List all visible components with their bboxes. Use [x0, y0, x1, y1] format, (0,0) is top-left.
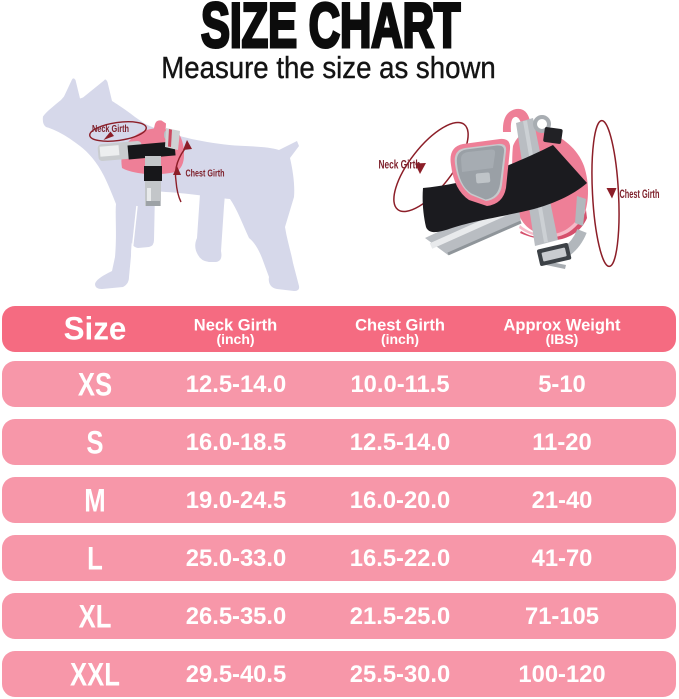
svg-text:Chest Girth: Chest Girth: [186, 168, 225, 180]
svg-text:Neck Girth: Neck Girth: [92, 123, 129, 135]
svg-text:Neck Girth: Neck Girth: [379, 160, 421, 172]
svg-text:Chest Girth: Chest Girth: [620, 189, 660, 201]
